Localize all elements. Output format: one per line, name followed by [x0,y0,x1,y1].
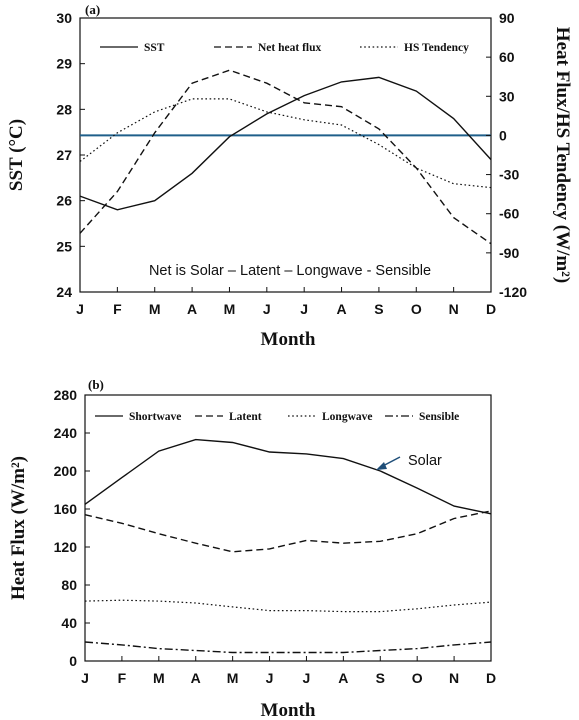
panel-b-y-tick-label: 80 [61,577,77,593]
panel-a-right-axis-ticks: -120 -90 -60 -30 0 30 60 90 [486,10,527,300]
panel-a-legend: SST Net heat flux HS Tendency [100,42,469,54]
panel-a-right-tick-label: -120 [499,284,527,300]
panel-a-label: (a) [85,2,100,17]
panel-b-chart: (b) Shortwave Latent Longwave Sensible 0 40 8… [8,377,496,720]
panel-a-y-tick-label: 26 [56,193,72,209]
panel-a-right-tick-label: 0 [499,127,507,143]
panel-a-right-axis-title: Heat Flux/HS Tendency (W/m²) [552,27,573,283]
panel-a-x-tick-label: J [76,301,84,317]
panel-b-y-tick-label: 200 [54,463,78,479]
panel-a-y-tick-label: 27 [56,147,72,163]
panel-a-y-tick-label: 25 [56,238,72,254]
panel-a-plot-frame [79,17,492,293]
panel-a-left-axis-title: SST (°C) [6,119,27,191]
panel-b-legend-label-sensible: Sensible [419,411,459,423]
panel-b-x-tick-label: A [338,670,348,686]
panel-a-right-tick-label: -90 [499,245,519,261]
panel-a-left-axis-ticks: 24 25 26 27 28 29 30 [56,10,85,300]
panel-a-legend-label-net-heat-flux: Net heat flux [258,42,321,54]
panel-a-legend-label-sst: SST [144,42,165,54]
panel-a-x-tick-label: A [187,301,197,317]
panel-a-right-tick-label: -60 [499,206,519,222]
panel-b-series-longwave-line [84,599,492,613]
panel-a-right-tick-label: 90 [499,10,515,26]
panel-b-legend-label-shortwave: Shortwave [129,411,181,423]
panel-b-x-tick-label: S [376,670,385,686]
panel-b-plot-frame [84,394,492,662]
solar-annotation-label: Solar [408,453,442,469]
panel-b-x-tick-label: J [266,670,274,686]
panel-b-series-shortwave-line [84,438,492,515]
panel-b-x-tick-label: A [191,670,201,686]
panel-b-x-tick-label: J [81,670,89,686]
panel-a-y-tick-label: 30 [56,10,72,26]
panel-b-x-tick-label: F [118,670,127,686]
panel-a-series-net-heat-flux-line [79,69,492,245]
panel-b-legend-label-latent: Latent [229,411,262,423]
panel-a-x-tick-label: A [336,301,346,317]
panel-a-right-tick-label: -30 [499,167,519,183]
panel-b-series-latent-line [84,510,492,553]
panel-a-x-tick-label: S [374,301,383,317]
panel-b-y-tick-label: 40 [61,615,77,631]
panel-b-y-tick-label: 160 [54,501,78,517]
panel-a-x-tick-label: N [449,301,459,317]
panel-a-x-tick-label: J [300,301,308,317]
panel-b-x-tick-label: M [227,670,239,686]
panel-a-chart: (a) SST Net heat flux HS Tendency 24 25 26 27… [6,2,573,350]
panel-b-y-axis-title: Heat Flux (W/m²) [8,456,29,600]
panel-b-legend-label-longwave: Longwave [322,411,372,423]
panel-b-x-tick-label: M [153,670,165,686]
panel-a-series-hs-tendency-line [79,98,492,189]
panel-b-x-tick-label: J [303,670,311,686]
panel-b-x-axis-title: Month [261,700,316,720]
panel-b-series-sensible-line [84,641,492,654]
panel-b-legend: Shortwave Latent Longwave Sensible [95,411,459,423]
panel-b-y-axis-ticks: 0 40 80 120 160 200 240 280 [54,387,90,669]
panel-a-x-tick-label: M [149,301,161,317]
panel-b-x-tick-label: O [412,670,423,686]
panel-a-legend-label-hs-tendency: HS Tendency [404,42,469,54]
panel-a-right-tick-label: 30 [499,88,515,104]
panel-a-right-tick-label: 60 [499,49,515,65]
panel-b-y-tick-label: 120 [54,539,78,555]
solar-arrow-head [376,462,387,470]
panel-a-y-tick-label: 29 [56,56,72,72]
panel-a-x-tick-label: F [113,301,122,317]
panel-a-y-tick-label: 28 [56,101,72,117]
panel-b-label: (b) [88,377,104,392]
solar-annotation: Solar [376,453,442,470]
panel-a-x-tick-label: D [486,301,496,317]
panel-b-x-tick-label: D [486,670,496,686]
panel-b-x-tick-label: N [449,670,459,686]
panel-a-x-tick-label: O [411,301,422,317]
panel-a-annotation: Net is Solar – Latent – Longwave - Sensi… [149,263,431,279]
panel-a-y-tick-label: 24 [56,284,72,300]
panel-b-y-tick-label: 280 [54,387,78,403]
panel-a-x-tick-label: J [263,301,271,317]
panel-a-series-sst-line [79,76,492,211]
panel-b-y-tick-label: 240 [54,425,78,441]
panel-a-x-axis-title: Month [261,329,316,350]
panel-b-y-tick-label: 0 [69,653,77,669]
panel-a-x-tick-label: M [224,301,236,317]
